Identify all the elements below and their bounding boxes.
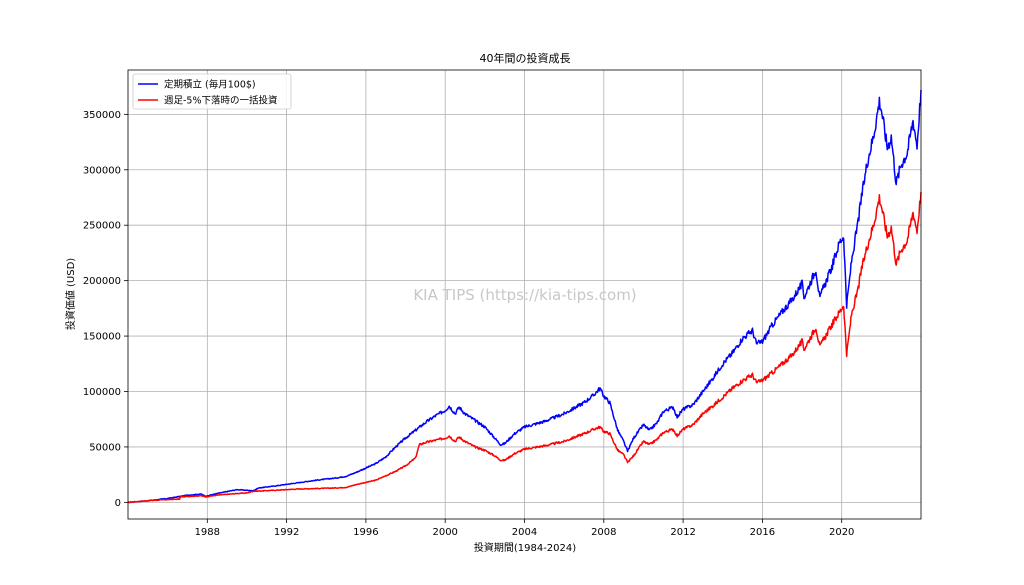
watermark: KIA TIPS (https://kia-tips.com) <box>413 286 636 304</box>
x-tick-label: 2020 <box>829 527 854 538</box>
chart-title: 40年間の投資成長 <box>480 51 571 65</box>
axis-ticks: 1988 1992 1996 2000 2004 2008 2012 2016 2020 0 500… <box>83 110 855 538</box>
x-tick-label: 1988 <box>195 527 220 538</box>
x-axis-title: 投資期間(1984-2024) <box>474 541 576 554</box>
y-axis-title: 投資価値 (USD) <box>64 258 77 330</box>
legend: 定期積立 (毎月100$) 週足-5%下落時の一括投資 <box>132 73 292 110</box>
y-tick-label: 150000 <box>83 332 121 343</box>
x-tick-label: 2000 <box>432 527 457 538</box>
series-line-0 <box>127 89 922 504</box>
y-tick-label: 50000 <box>89 442 121 453</box>
legend-label-0: 定期積立 (毎月100$) <box>164 79 256 91</box>
y-tick-label: 100000 <box>83 387 121 398</box>
legend-box <box>132 73 292 110</box>
y-tick-label: 200000 <box>83 276 121 287</box>
y-tick-label: 300000 <box>83 165 121 176</box>
legend-label-1: 週足-5%下落時の一括投資 <box>164 95 278 107</box>
x-tick-label: 2004 <box>512 527 537 538</box>
x-tick-label: 1996 <box>353 527 378 538</box>
series-line-1 <box>127 191 922 504</box>
x-tick-label: 2016 <box>750 527 775 538</box>
series-lines <box>127 89 922 504</box>
x-tick-label: 2008 <box>591 527 616 538</box>
y-tick-label: 350000 <box>83 110 121 121</box>
x-tick-label: 1992 <box>274 527 299 538</box>
y-tick-label: 250000 <box>83 221 121 232</box>
grid <box>128 70 921 519</box>
y-tick-label: 0 <box>115 498 121 509</box>
x-tick-label: 2012 <box>670 527 695 538</box>
